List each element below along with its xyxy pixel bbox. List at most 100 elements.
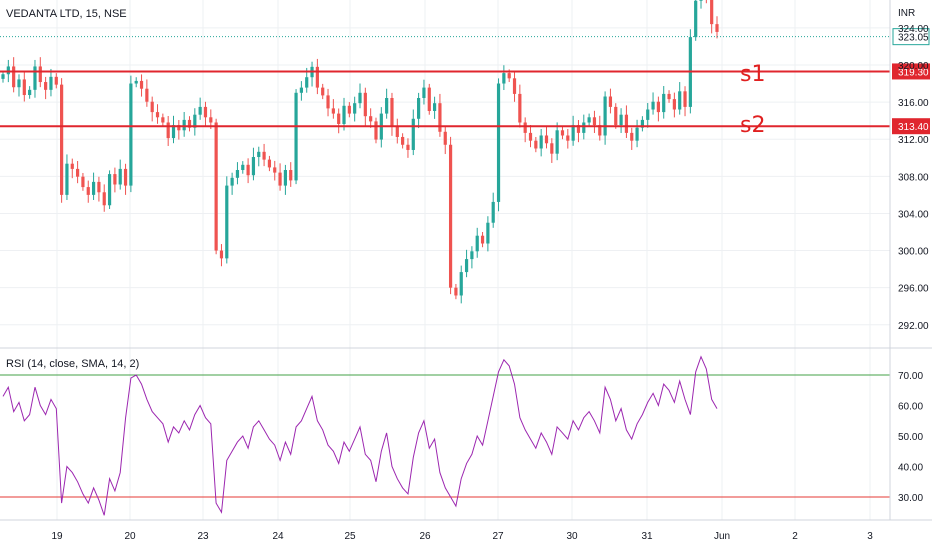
candle-body xyxy=(241,164,245,171)
candle-body xyxy=(534,140,538,149)
candle-body xyxy=(182,119,186,131)
candle-body xyxy=(6,66,10,75)
candle-body xyxy=(134,80,138,84)
candle-body xyxy=(97,181,101,193)
x-tick-label: 3 xyxy=(867,531,873,542)
level-tag-s2 xyxy=(892,118,930,135)
candle-body xyxy=(411,118,415,150)
candle-body xyxy=(390,97,394,127)
candle-body xyxy=(107,174,112,206)
candle-body xyxy=(246,164,250,176)
rsi-tick-label: 70.00 xyxy=(898,371,923,382)
candle-body xyxy=(278,172,282,186)
candle-body xyxy=(44,82,48,90)
candle-body xyxy=(683,91,687,107)
candle-body xyxy=(496,83,501,202)
price-candles xyxy=(1,0,719,304)
candle-body xyxy=(528,132,533,141)
candle-body xyxy=(203,106,208,118)
s2-annotation: s2 xyxy=(740,113,766,138)
candle-body xyxy=(337,113,341,124)
candle-body xyxy=(60,84,64,195)
candle-body xyxy=(326,95,330,109)
candle-body xyxy=(225,185,229,259)
candle-body xyxy=(385,97,389,114)
candle-body xyxy=(608,96,613,107)
x-tick-label: 25 xyxy=(344,531,356,542)
candle-body xyxy=(235,170,240,178)
candle-body xyxy=(512,78,517,94)
last-price-tag xyxy=(892,28,930,46)
candle-body xyxy=(699,0,703,1)
rsi-tick-label: 30.00 xyxy=(898,493,923,504)
grid xyxy=(0,0,890,520)
candle-body xyxy=(283,170,288,186)
candle-body xyxy=(12,66,16,88)
candle-body xyxy=(422,87,426,98)
candle-body xyxy=(193,114,197,128)
candle-body xyxy=(129,83,133,186)
candle-body xyxy=(443,131,447,145)
candle-body xyxy=(614,106,618,126)
candle-body xyxy=(475,235,479,252)
candle-body xyxy=(187,119,192,128)
x-tick-label: 30 xyxy=(566,531,578,542)
x-tick-label: 23 xyxy=(197,531,209,542)
x-tick-label: 19 xyxy=(51,531,63,542)
candle-body xyxy=(219,250,224,259)
y-tick-label: 308.00 xyxy=(898,172,929,183)
x-tick-label: 26 xyxy=(419,531,431,542)
candle-body xyxy=(587,117,591,123)
candle-body xyxy=(438,103,442,132)
support-levels: 323.05 319.30 313.40 xyxy=(0,28,930,135)
candle-body xyxy=(38,66,42,83)
candle-body xyxy=(70,163,74,169)
candle-body xyxy=(171,125,176,139)
candle-body xyxy=(406,144,410,150)
x-tick-label: 27 xyxy=(492,531,504,542)
rsi-tick-label: 50.00 xyxy=(898,432,923,443)
candle-body xyxy=(299,87,303,93)
candle-body xyxy=(550,143,554,154)
candle-body xyxy=(395,126,399,137)
candle-body xyxy=(251,157,256,176)
candle-body xyxy=(315,66,319,88)
currency-label: INR xyxy=(898,8,915,19)
candle-body xyxy=(155,112,160,118)
candle-body xyxy=(198,106,202,115)
chart-title: VEDANTA LTD, 15, NSE xyxy=(6,8,127,20)
candle-body xyxy=(646,109,650,120)
x-tick-label: 2 xyxy=(792,531,798,542)
candle-body xyxy=(81,176,85,188)
x-tick-label: 20 xyxy=(124,531,136,542)
candle-body xyxy=(401,136,405,145)
candle-body xyxy=(598,125,602,136)
y-tick-label: 324.00 xyxy=(898,24,929,35)
candle-body xyxy=(273,167,277,173)
last-price-label: 323.05 xyxy=(898,33,929,44)
candle-body xyxy=(166,122,170,139)
y-tick-label: 316.00 xyxy=(898,98,929,109)
candle-body xyxy=(86,187,90,195)
candle-body xyxy=(507,73,511,79)
candle-body xyxy=(342,105,346,124)
candle-body xyxy=(91,181,96,195)
level-label-s1: 319.30 xyxy=(898,67,929,78)
level-label-s2: 313.40 xyxy=(898,122,929,133)
candle-body xyxy=(592,117,597,126)
candle-body xyxy=(672,99,676,110)
candle-body xyxy=(257,151,261,158)
candle-body xyxy=(177,125,181,131)
candle-body xyxy=(289,170,293,181)
candle-body xyxy=(576,125,581,133)
y-tick-label: 300.00 xyxy=(898,247,929,258)
candle-body xyxy=(347,105,351,114)
candle-body xyxy=(523,122,527,133)
candle-body xyxy=(305,77,309,88)
candle-body xyxy=(123,168,128,186)
x-tick-label: 24 xyxy=(272,531,284,542)
candle-body xyxy=(630,132,634,141)
candle-body xyxy=(662,93,666,113)
